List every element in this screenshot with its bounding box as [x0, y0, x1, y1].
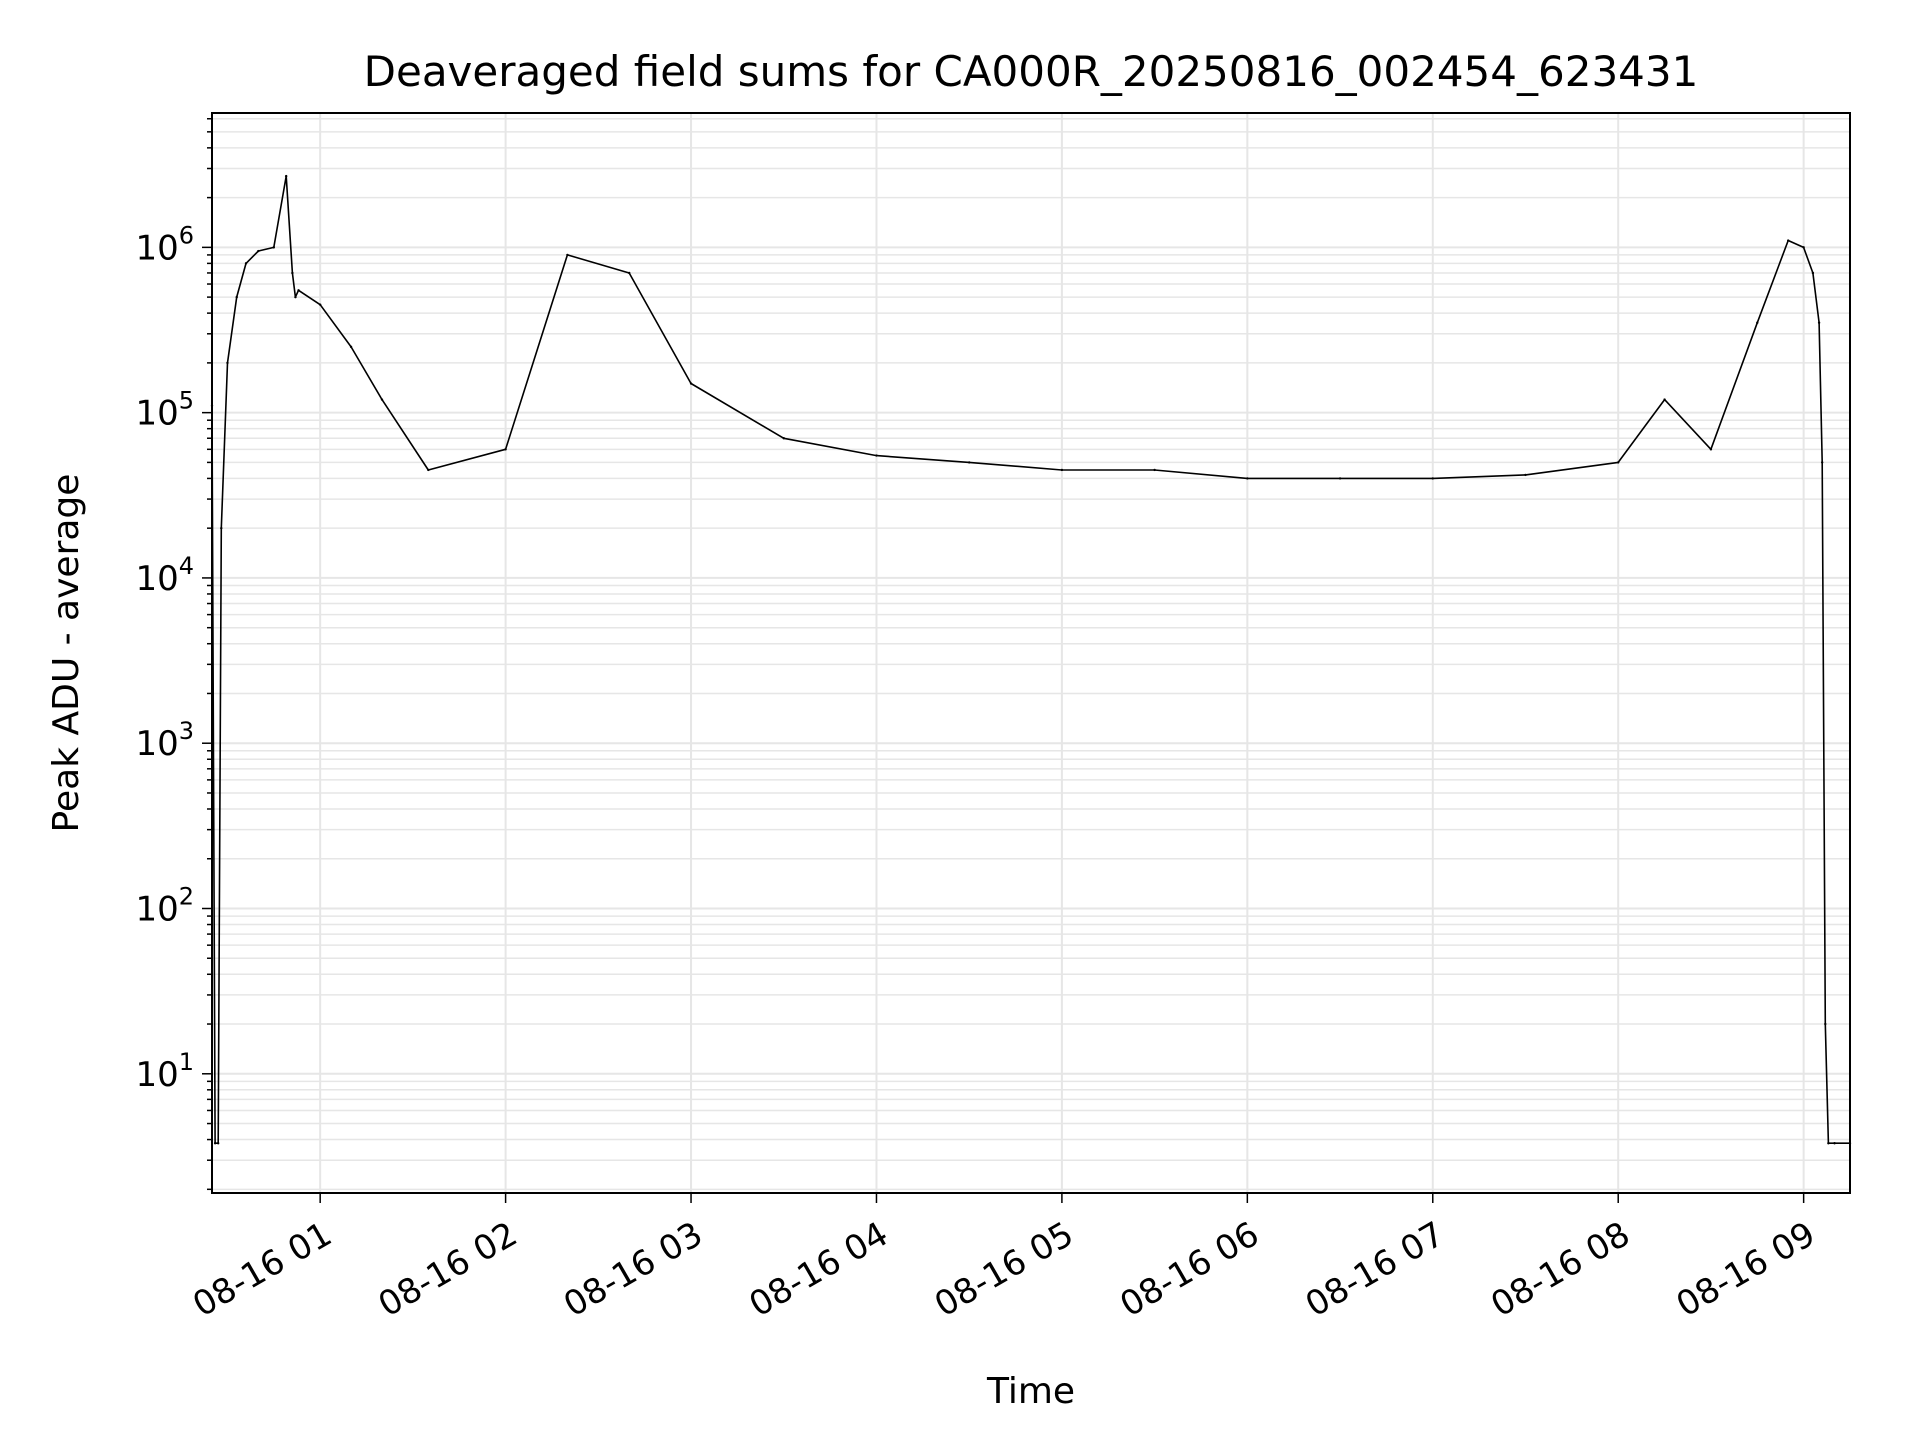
series-point	[297, 289, 300, 292]
series-point	[318, 303, 322, 306]
series-point	[1820, 461, 1824, 464]
series-point	[1060, 468, 1064, 472]
series-point	[1833, 1142, 1836, 1145]
y-tick-base: 10	[135, 559, 178, 599]
series-point	[257, 249, 260, 253]
y-tick-exponent: 1	[179, 1048, 194, 1076]
y-tick-base: 10	[135, 394, 178, 434]
series-point	[1756, 321, 1759, 324]
y-tick-exponent: 2	[179, 883, 194, 911]
series-point	[244, 262, 248, 265]
series-point	[235, 295, 238, 299]
series-point	[427, 468, 430, 472]
series-point	[1817, 321, 1821, 324]
y-tick-exponent: 4	[179, 552, 194, 580]
y-tick-label: 103	[135, 717, 194, 764]
y-tick-label: 105	[135, 387, 194, 434]
series-point	[1827, 1142, 1830, 1145]
y-tick-exponent: 6	[179, 221, 194, 249]
y-axis-title: Peak ADU - average	[46, 474, 87, 833]
series-point	[967, 461, 971, 464]
series-point	[1663, 398, 1666, 401]
x-axis-title: Time	[986, 1371, 1075, 1412]
series-point	[689, 382, 693, 385]
y-tick-base: 10	[135, 228, 178, 268]
series-layer	[210, 174, 1852, 1145]
series-point	[220, 526, 223, 530]
y-tick-exponent: 3	[179, 717, 194, 745]
y-tick-base: 10	[135, 890, 178, 930]
y-tick-exponent: 5	[179, 387, 194, 415]
series-point	[1786, 239, 1790, 242]
series-point	[1811, 271, 1815, 275]
series-point	[284, 174, 288, 178]
series-point	[1338, 477, 1342, 480]
series-point	[1153, 468, 1156, 472]
series-point	[1824, 1022, 1827, 1026]
y-tick-base: 10	[135, 724, 178, 764]
chart-title: Deaveraged field sums for CA000R_2025081…	[364, 47, 1699, 96]
series-point	[291, 271, 294, 275]
y-tick-label: 106	[135, 221, 194, 268]
plot-frame	[211, 112, 1851, 1194]
series-point	[216, 1142, 220, 1145]
y-tick-label: 101	[135, 1048, 194, 1095]
series-point	[504, 448, 507, 451]
y-tick-base: 10	[135, 1055, 178, 1095]
series-point	[1617, 461, 1620, 464]
series-point	[272, 246, 276, 249]
series-point	[1246, 477, 1249, 480]
series-point	[380, 398, 384, 401]
series-point	[294, 295, 297, 299]
grid	[212, 113, 1850, 1193]
series-point	[1802, 246, 1805, 249]
series-point	[628, 271, 631, 275]
series-point	[566, 253, 569, 257]
series-point	[349, 345, 353, 349]
series-point	[213, 1142, 217, 1145]
series-point	[1431, 477, 1434, 480]
series-point	[782, 437, 785, 440]
series-point	[1524, 473, 1527, 477]
series-point	[875, 454, 878, 457]
y-tick-label: 104	[135, 552, 194, 599]
series-point	[1709, 448, 1713, 451]
series-point	[226, 361, 229, 365]
y-tick-label: 102	[135, 883, 194, 930]
